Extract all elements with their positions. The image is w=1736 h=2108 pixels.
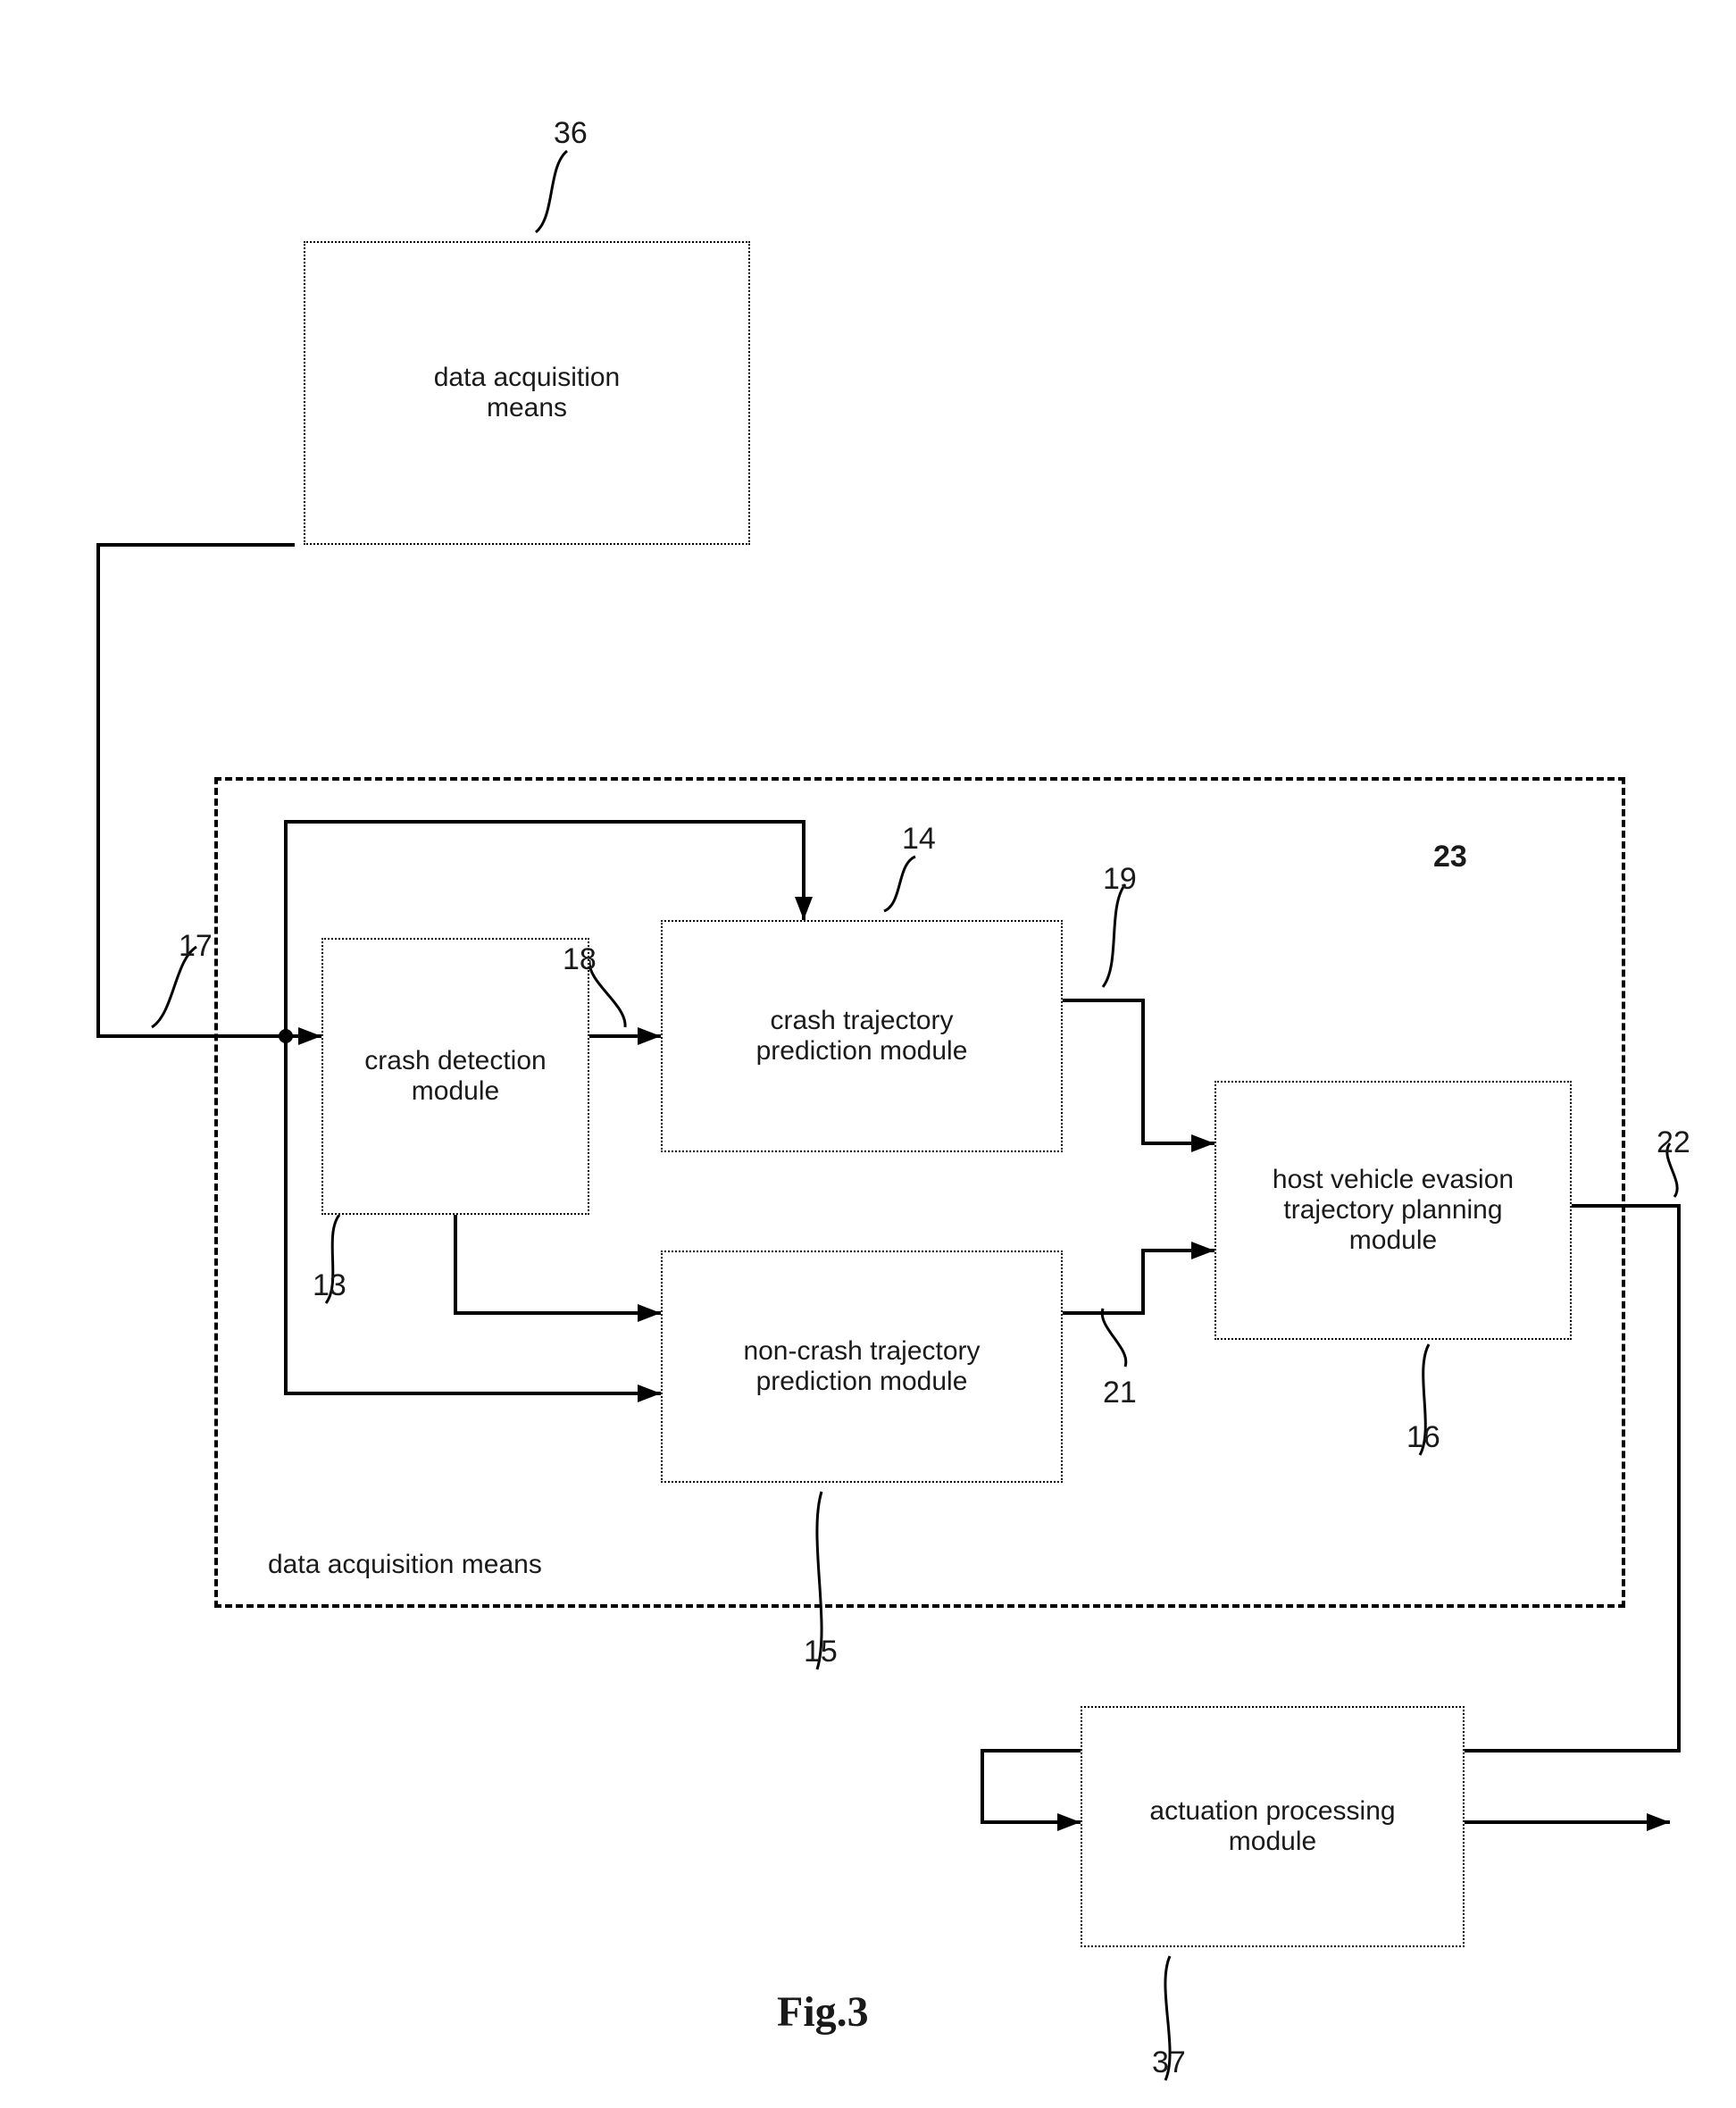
ref-37: 37: [1152, 2045, 1186, 2080]
crash_detection-label: crash detection module: [364, 1046, 546, 1107]
actuation-box: actuation processing module: [1081, 1706, 1465, 1947]
ref-13: 13: [313, 1268, 346, 1303]
ref-18: 18: [563, 942, 597, 977]
crash_detection-box: crash detection module: [321, 938, 589, 1215]
ref-21: 21: [1103, 1376, 1137, 1410]
host_vehicle-label: host vehicle evasion trajectory planning…: [1273, 1165, 1514, 1256]
data_acquisition-label: data acquisition means: [434, 363, 620, 423]
ref-36: 36: [554, 116, 588, 151]
diagram-stage: data acquisition means 36 23 crash detectio…: [0, 0, 1736, 2108]
ref-14: 14: [902, 822, 936, 857]
actuation-label: actuation processing module: [1149, 1796, 1395, 1857]
ref-16: 16: [1406, 1420, 1440, 1455]
ref-23: 23: [1433, 840, 1467, 874]
data_acquisition-box: data acquisition means: [304, 241, 750, 545]
non_crash_trajectory-box: non-crash trajectory prediction module: [661, 1251, 1063, 1483]
ref-19: 19: [1103, 862, 1137, 897]
crash_trajectory-box: crash trajectory prediction module: [661, 920, 1063, 1152]
non_crash_trajectory-label: non-crash trajectory prediction module: [743, 1336, 980, 1397]
ref-17: 17: [179, 929, 213, 964]
ref-15: 15: [804, 1635, 838, 1669]
figure-caption: Fig.3: [777, 1987, 869, 2037]
host_vehicle-box: host vehicle evasion trajectory planning…: [1214, 1081, 1572, 1340]
ref-22: 22: [1657, 1125, 1690, 1160]
crash_trajectory-label: crash trajectory prediction module: [756, 1006, 968, 1067]
outer-inner-label: data acquisition means: [268, 1550, 542, 1580]
